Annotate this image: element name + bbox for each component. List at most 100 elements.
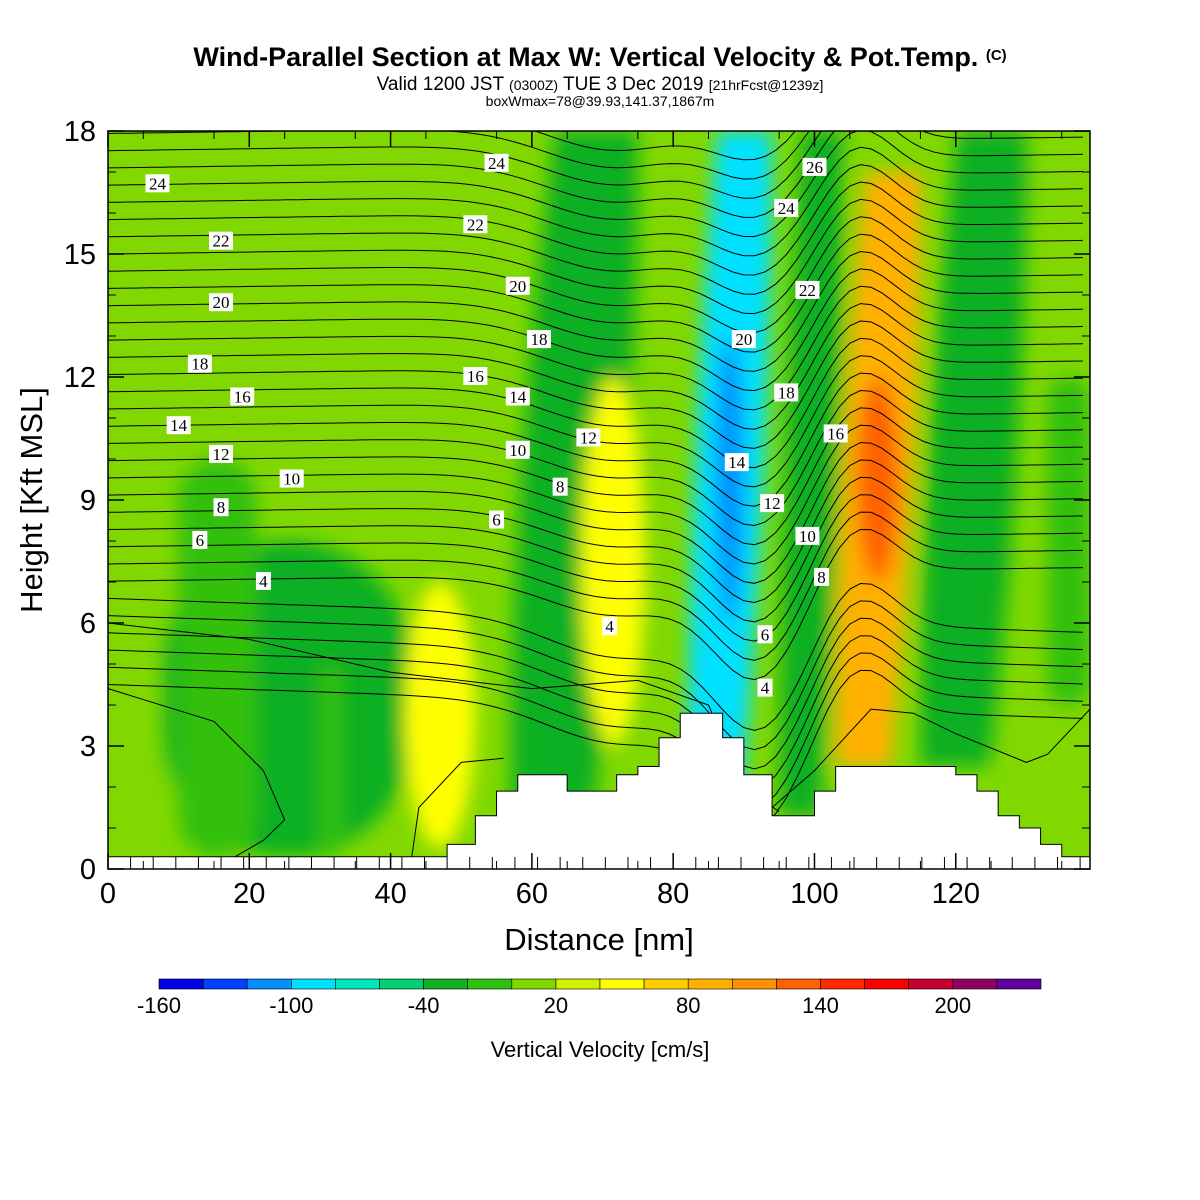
contour-label-text: 20 <box>213 293 230 312</box>
x-axis-title: Distance [nm] <box>504 922 694 957</box>
contour-label-text: 14 <box>509 388 527 407</box>
contour-label-box <box>505 440 530 459</box>
contour-label-box <box>757 678 773 697</box>
contour-label-text: 14 <box>728 453 746 472</box>
contour-label-box <box>757 625 773 644</box>
contour-label-25: 20 <box>731 330 756 349</box>
vertical-velocity-field <box>108 131 1090 869</box>
y-axis-title: Height [Kft MSL] <box>14 387 49 613</box>
contour-label-text: 18 <box>778 383 795 402</box>
w-region-1 <box>178 459 257 857</box>
contour-label-box <box>774 198 799 217</box>
colorbar: -160 -100 -40 20 80 140 200 <box>137 978 1042 1018</box>
theta-contour-4 <box>108 600 1083 751</box>
contour-label-text: 4 <box>259 572 268 591</box>
contour-label-box <box>484 153 509 172</box>
w-region-10 <box>856 377 900 582</box>
contour-label-box <box>463 367 488 385</box>
contour-label-text: 6 <box>492 511 501 530</box>
contour-label-box <box>802 157 827 176</box>
chart-subtitle: Valid 1200 JST (0300Z) TUE 3 Dec 2019 [2… <box>0 74 1200 96</box>
contour-label-20: 6 <box>489 510 505 530</box>
theta-contour-24 <box>108 216 1083 334</box>
colorbar-swatch <box>379 978 424 990</box>
y-tick-label: 9 <box>80 485 96 517</box>
box-info: boxWmax=78@39.93,141.37,1867m <box>485 93 715 109</box>
contour-label-box <box>795 526 820 545</box>
contour-label-text: 6 <box>196 531 205 550</box>
contour-label-text: 18 <box>191 355 208 374</box>
contour-label-22: 26 <box>802 157 827 177</box>
theta-contour-11 <box>108 442 1083 584</box>
contour-label-box <box>526 330 551 349</box>
contour-label-box <box>552 477 568 496</box>
theta-contour-29 <box>108 131 1083 237</box>
x-tick-label: 60 <box>516 878 548 910</box>
colorbar-label: 20 <box>544 993 568 1018</box>
contour-label-text: 16 <box>467 367 484 386</box>
contour-labels: 2422201816141210864242220181614121086426… <box>145 153 848 698</box>
copyright-mark: (C) <box>985 47 1007 64</box>
contour-label-text: 24 <box>778 199 796 218</box>
contour-label-text: 22 <box>467 215 484 234</box>
contour-label-box <box>230 387 255 406</box>
contour-label-12: 22 <box>463 215 488 234</box>
colorbar-label: 140 <box>802 993 839 1018</box>
contour-label-box <box>823 424 848 443</box>
theta-contour-3 <box>108 617 1083 770</box>
contour-label-16: 14 <box>505 387 530 407</box>
contour-label-text: 12 <box>764 494 781 513</box>
contour-label-text: 20 <box>735 330 752 349</box>
contour-label-box <box>774 383 799 402</box>
contour-label-33: 4 <box>757 678 773 698</box>
y-tick-label: 3 <box>80 731 96 763</box>
contour-label-9: 6 <box>192 531 208 550</box>
colorbar-label: -100 <box>269 993 313 1018</box>
valid-zulu: (0300Z) <box>509 77 559 93</box>
theta-contour-28 <box>108 146 1083 257</box>
potential-temperature-contours <box>108 131 1090 858</box>
contour-label-box <box>760 494 785 513</box>
theta-contour-13 <box>108 407 1083 546</box>
contour-label-5: 14 <box>166 416 191 435</box>
contour-label-6: 12 <box>209 444 234 464</box>
theta-contour-31 <box>108 131 1083 199</box>
theta-contour-14 <box>108 389 1083 527</box>
contour-label-23: 24 <box>774 198 799 218</box>
w-region-7 <box>715 336 744 623</box>
contour-label-0: 24 <box>145 174 170 193</box>
contour-label-box <box>209 231 234 250</box>
valid-date: TUE 3 Dec 2019 <box>563 74 704 95</box>
colorbar-swatch <box>687 978 733 990</box>
colorbar-swatch <box>158 978 204 990</box>
contour-label-text: 8 <box>817 568 826 587</box>
contour-label-10: 4 <box>255 572 271 591</box>
contour-label-27: 16 <box>823 424 848 443</box>
colorbar-label: 80 <box>676 993 700 1018</box>
x-tick-label: 80 <box>657 878 689 910</box>
contour-label-21: 4 <box>602 617 618 636</box>
colorbar-label: 200 <box>934 993 971 1018</box>
contour-label-box <box>576 428 601 447</box>
contour-label-box <box>489 510 505 529</box>
contour-label-box <box>795 280 820 299</box>
contour-label-1: 22 <box>209 231 234 251</box>
contour-label-text: 8 <box>556 478 565 497</box>
contour-label-32: 6 <box>757 625 773 644</box>
colorbar-swatch <box>335 978 380 990</box>
y-tick-label: 6 <box>80 608 96 640</box>
theta-contour-21 <box>108 268 1083 392</box>
colorbar-swatch <box>952 978 998 990</box>
theta-contour-25 <box>108 198 1083 315</box>
chart-title-text: Wind-Parallel Section at Max W: Vertical… <box>193 42 979 72</box>
forecast-info: [21hrFcst@1239z] <box>708 77 824 93</box>
contour-label-text: 8 <box>217 498 226 517</box>
axes: 0 20 40 60 80 100 120 0 3 6 9 12 15 18 <box>64 116 1090 910</box>
theta-contour-20 <box>108 285 1083 411</box>
colorbar-label: -160 <box>137 993 181 1018</box>
colorbar-title: Vertical Velocity [cm/s] <box>491 1037 710 1062</box>
contour-label-28: 14 <box>724 453 749 472</box>
valid-time: Valid 1200 JST <box>376 74 504 95</box>
theta-contour-19 <box>108 303 1083 430</box>
